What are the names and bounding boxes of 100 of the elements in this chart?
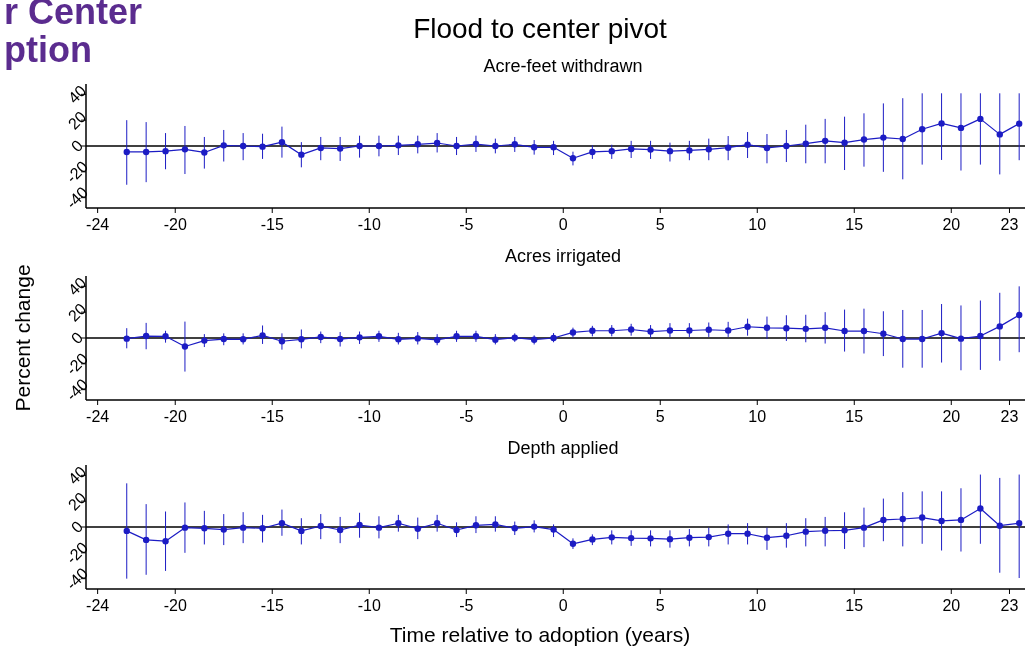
point	[996, 323, 1003, 330]
point	[724, 530, 732, 537]
y-tick-label: 20	[64, 488, 90, 514]
point	[821, 324, 829, 331]
x-tick-label: -10	[357, 216, 381, 233]
point	[317, 522, 324, 530]
point	[375, 524, 383, 531]
y-tick-label: 40	[64, 463, 90, 488]
chart-subtitle: Acre-feet withdrawn	[483, 56, 643, 76]
x-tick-label: 23	[1000, 597, 1019, 614]
point	[298, 336, 305, 343]
point	[259, 143, 266, 150]
point	[239, 336, 247, 343]
point	[162, 538, 169, 545]
x-tick-label: 23	[1000, 408, 1019, 425]
point	[686, 327, 693, 334]
point	[860, 524, 868, 531]
point	[395, 520, 402, 527]
point	[880, 134, 887, 141]
point	[821, 137, 829, 145]
point	[181, 146, 189, 153]
point	[705, 533, 712, 541]
point	[162, 333, 169, 340]
point	[860, 136, 868, 143]
point	[1015, 519, 1023, 527]
point	[918, 126, 926, 133]
point	[666, 327, 674, 334]
point	[569, 155, 577, 162]
x-tick-label: -5	[459, 408, 474, 425]
x-tick-label: 10	[748, 597, 767, 614]
point	[647, 146, 654, 153]
point	[744, 530, 751, 537]
point	[938, 517, 945, 525]
point	[511, 525, 518, 532]
point	[492, 142, 499, 150]
point	[627, 145, 635, 153]
point	[278, 519, 286, 527]
point	[472, 140, 480, 148]
x-tick-label: 20	[942, 408, 961, 425]
point	[686, 534, 693, 541]
point	[433, 139, 441, 147]
point	[880, 516, 887, 524]
point	[841, 527, 848, 534]
point	[686, 147, 693, 154]
point	[899, 515, 906, 523]
y-axis-title: Percent change	[11, 264, 34, 412]
point	[918, 335, 926, 343]
point	[492, 521, 499, 528]
point	[239, 524, 247, 531]
point	[957, 124, 965, 132]
point	[414, 335, 421, 342]
point	[899, 135, 906, 143]
point	[763, 534, 771, 541]
x-tick-label: 10	[748, 216, 767, 233]
point	[123, 527, 130, 535]
point	[977, 505, 984, 512]
point	[356, 334, 363, 341]
point	[530, 523, 538, 530]
point	[705, 326, 712, 333]
point	[259, 332, 266, 339]
x-tick-label: -15	[260, 408, 284, 425]
point	[336, 145, 344, 152]
point	[608, 147, 615, 155]
x-tick-label: 15	[845, 216, 864, 233]
point	[1015, 311, 1023, 319]
point	[530, 144, 538, 151]
point	[763, 324, 771, 331]
point	[142, 148, 150, 156]
x-tick-label: 15	[845, 408, 864, 425]
point	[395, 336, 402, 343]
point	[433, 520, 441, 527]
point	[336, 335, 344, 343]
point	[627, 534, 635, 542]
point	[453, 526, 460, 534]
point	[724, 144, 732, 151]
point	[841, 327, 848, 335]
point	[666, 147, 674, 155]
point	[666, 535, 674, 543]
chart-subtitle: Depth applied	[507, 438, 619, 458]
point	[899, 335, 906, 343]
y-tick-label: 0	[67, 517, 87, 537]
point	[414, 141, 421, 148]
point	[201, 149, 208, 156]
x-tick-label: 10	[748, 408, 767, 425]
point	[239, 142, 247, 150]
point	[977, 115, 984, 123]
point	[395, 142, 402, 149]
point	[802, 140, 809, 147]
x-tick-label: 15	[845, 597, 864, 614]
y-tick-label: 0	[67, 328, 87, 348]
point	[880, 330, 887, 337]
x-tick-label: 0	[558, 216, 568, 233]
point	[802, 325, 809, 333]
y-tick-label: 0	[67, 136, 87, 156]
point	[996, 131, 1003, 138]
point	[957, 516, 965, 524]
point	[356, 521, 363, 529]
chart-title: Flood to center pivot	[413, 13, 668, 44]
point	[298, 151, 305, 158]
point	[550, 144, 557, 151]
